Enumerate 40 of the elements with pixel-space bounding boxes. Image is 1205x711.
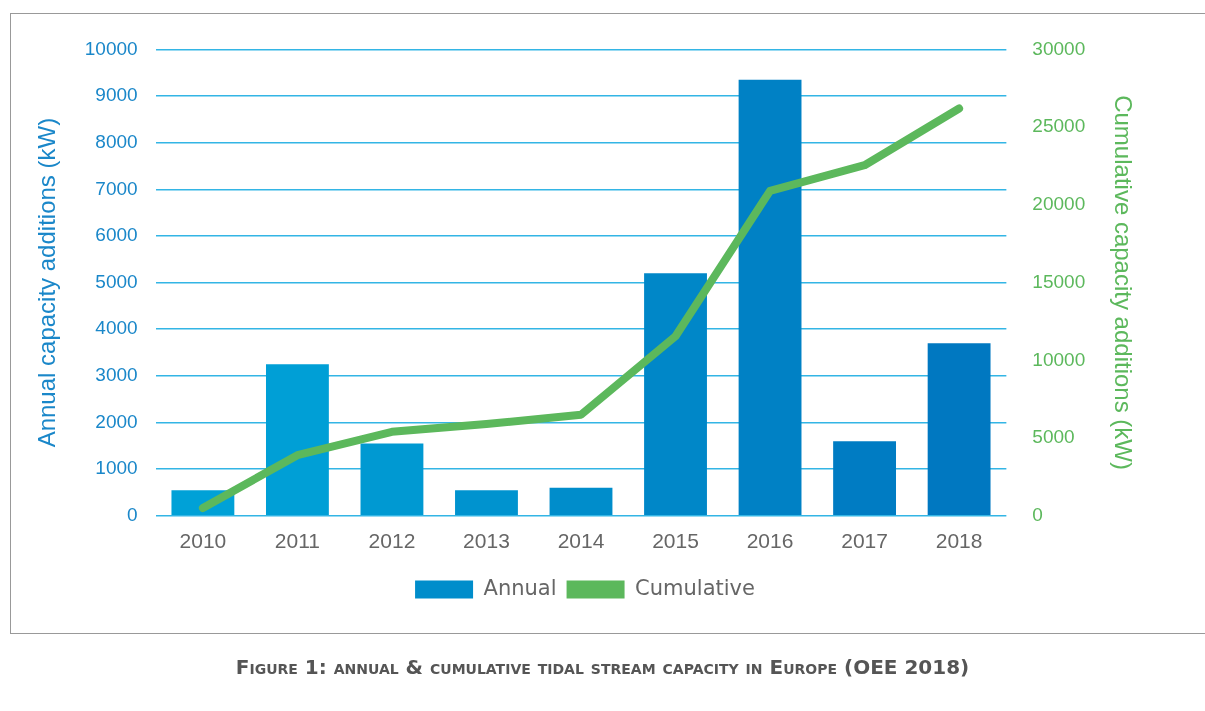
y-tick-label: 3000 [95, 364, 138, 386]
bar [738, 79, 802, 516]
y-tick-label: 8000 [95, 130, 138, 152]
x-tick-label: 2010 [179, 529, 227, 553]
bar [265, 364, 329, 516]
y-tick-label: 6000 [95, 224, 138, 246]
y2-tick-label: 20000 [1032, 193, 1086, 215]
y-tick-label: 4000 [95, 317, 138, 339]
y-tick-label: 2000 [95, 410, 138, 432]
y-tick-label: 5000 [95, 270, 138, 292]
y2-tick-label: 30000 [1032, 37, 1086, 59]
legend-label: Cumulative [635, 575, 755, 600]
bar [455, 490, 518, 516]
y2-tick-label: 0 [1032, 504, 1043, 526]
x-tick-label: 2015 [652, 529, 699, 553]
y2-tick-label: 15000 [1032, 270, 1086, 292]
bar [360, 443, 424, 516]
x-tick-label: 2011 [274, 529, 321, 553]
x-tick-label: 2017 [841, 529, 888, 553]
x-tick-label: 2016 [746, 529, 794, 553]
bar [833, 441, 897, 516]
y-tick-label: 7000 [95, 177, 138, 199]
y2-tick-label: 10000 [1032, 348, 1086, 370]
x-tick-label: 2018 [935, 529, 983, 553]
caption: Figure 1: annual & cumulative tidal stream capacity in Europe (OEE 2018) [234, 655, 971, 679]
bar [644, 273, 707, 516]
y-tick-label: 0 [127, 504, 138, 526]
y2-tick-label: 25000 [1032, 115, 1086, 137]
y-tick-label: 10000 [84, 37, 138, 59]
y2-axis-title: Cumulative capacity additions (kW) [1109, 95, 1137, 471]
x-tick-label: 2013 [463, 529, 510, 553]
y-tick-label: 1000 [95, 457, 138, 479]
x-tick-label: 2014 [557, 529, 605, 553]
y2-tick-label: 5000 [1032, 426, 1075, 448]
x-tick-label: 2012 [368, 529, 416, 553]
bar [549, 487, 613, 516]
y-axis-title: Annual capacity additions (kW) [33, 117, 61, 448]
legend-label: Annual [483, 575, 557, 600]
bar [927, 343, 991, 516]
y-tick-label: 9000 [95, 84, 138, 106]
